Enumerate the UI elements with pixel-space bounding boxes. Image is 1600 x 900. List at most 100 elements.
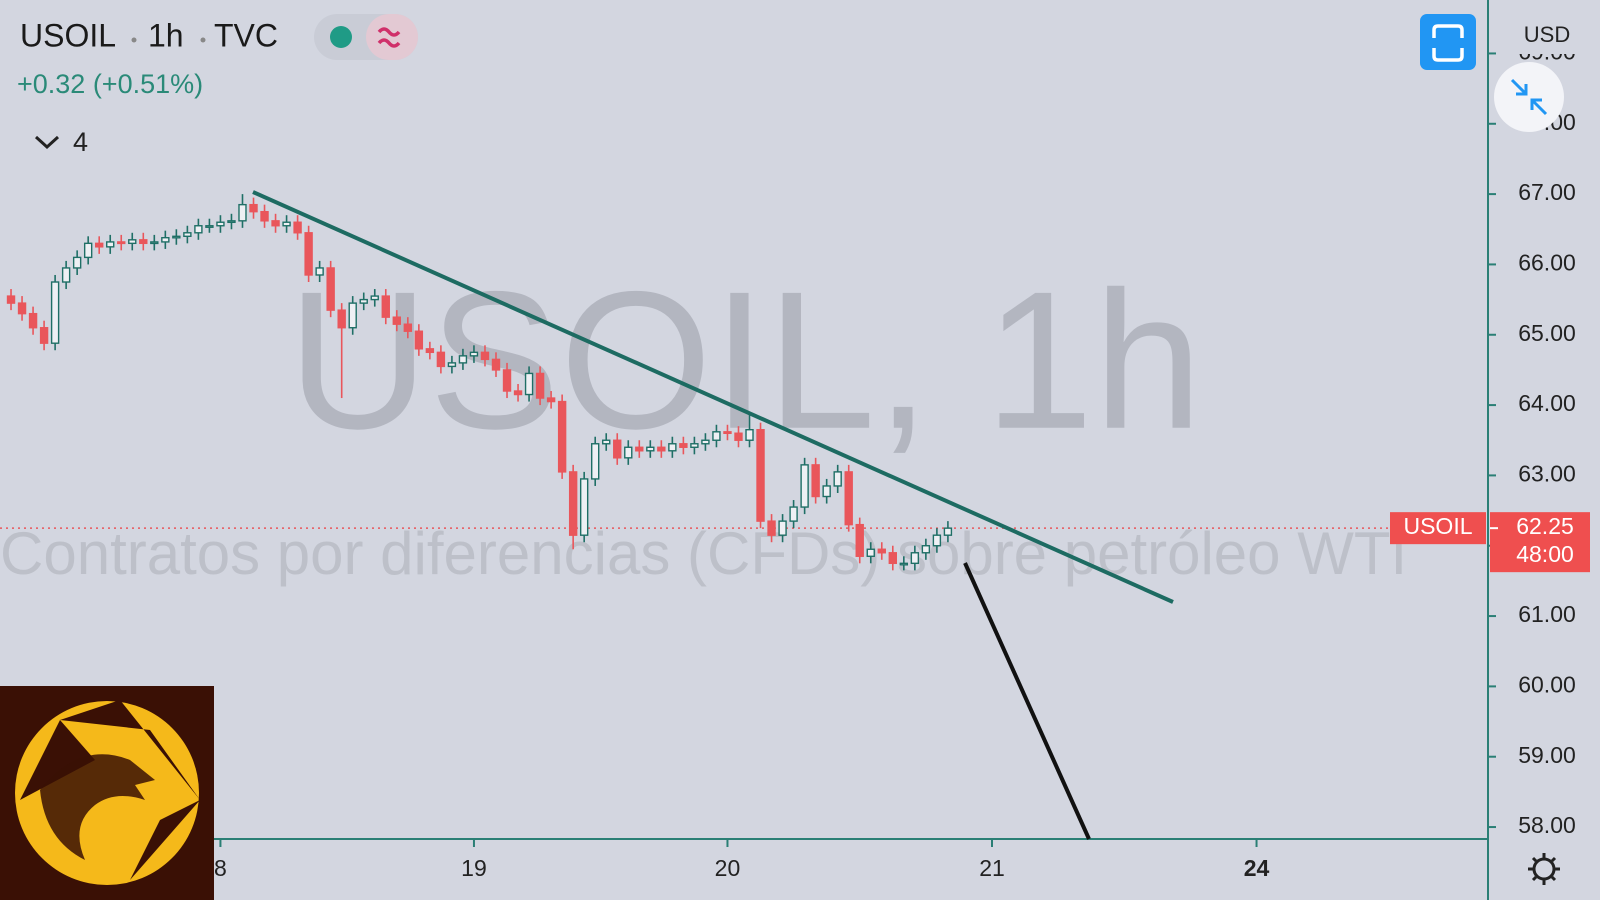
candle-body <box>546 397 556 403</box>
candle-body <box>646 446 655 452</box>
symbol: USOIL <box>20 17 116 53</box>
candle-body <box>271 220 280 227</box>
minimize-button[interactable] <box>1494 62 1564 132</box>
countdown: 48:00 <box>1516 541 1574 567</box>
candle-body <box>106 241 115 248</box>
candle-body <box>899 562 909 566</box>
axes: 8 19 20 21 24 <box>0 527 1488 881</box>
y-tick-label: 58.00 <box>1518 812 1576 838</box>
candle-body <box>535 372 545 399</box>
candle-body <box>83 242 93 259</box>
candle-body <box>403 323 413 332</box>
candle-body <box>249 203 258 213</box>
candle-body <box>778 520 787 536</box>
candle-body <box>910 552 920 565</box>
status-pill-right <box>366 14 418 60</box>
x-tick-label: 20 <box>715 855 741 881</box>
candle-body <box>94 242 104 248</box>
symbol-tag-bg <box>1390 512 1486 545</box>
candle-body <box>491 358 501 371</box>
projection-line <box>963 562 1091 840</box>
candle-body <box>602 439 611 445</box>
candle-body <box>888 552 897 565</box>
logo-cutouts <box>20 700 200 880</box>
y-tick-label: 65.00 <box>1518 320 1576 346</box>
candle-body <box>745 428 754 441</box>
fullscreen-icon <box>1432 24 1464 62</box>
logo-eagle <box>40 754 155 860</box>
candle-body <box>469 351 479 357</box>
candle-body <box>579 478 589 536</box>
candle-body <box>392 316 401 325</box>
candle-body <box>855 523 864 557</box>
delay-icon <box>377 27 401 48</box>
candle-body <box>128 239 137 245</box>
price-change: +0.32 (+0.51%) <box>17 69 203 99</box>
candle-body <box>480 351 490 361</box>
candle-body <box>425 348 435 354</box>
candle-body <box>17 302 27 315</box>
x-tick-label: 8 <box>214 855 227 881</box>
minimize-icon <box>1510 78 1548 116</box>
candle-body <box>359 298 368 304</box>
candle-body <box>668 443 677 452</box>
market-status-dot <box>330 26 352 48</box>
candle-body <box>866 548 875 557</box>
settings-icon-teeth <box>1528 853 1560 885</box>
candle-body <box>690 443 699 448</box>
candle-body <box>381 295 390 318</box>
y-tick-label: 67.00 <box>1518 179 1576 205</box>
last-price: 62.25 <box>1516 513 1574 539</box>
candle-body <box>833 471 842 487</box>
candle-body <box>39 327 49 344</box>
candle-body <box>591 443 600 480</box>
settings-icon[interactable] <box>1532 857 1556 881</box>
candle-body <box>414 330 424 350</box>
candle-body <box>701 439 710 445</box>
candle-body <box>635 446 644 452</box>
candle-body <box>326 267 335 311</box>
candle-body <box>194 225 203 234</box>
price-axis-bg <box>1490 0 1600 900</box>
candle-body <box>712 431 721 441</box>
candle-body <box>161 237 170 243</box>
currency: USD <box>1524 22 1570 47</box>
candle-body <box>50 281 60 344</box>
candle-body <box>756 428 765 522</box>
candle-body <box>524 372 534 396</box>
y-tick-label: 66.00 <box>1518 250 1576 276</box>
watermark: USOIL, 1h <box>287 251 1202 470</box>
trend-line <box>252 190 1174 604</box>
candle-body <box>436 351 446 368</box>
candle-body <box>348 302 357 329</box>
candle-body <box>282 221 291 227</box>
x-tick-label: 21 <box>979 855 1005 881</box>
candle-body <box>315 267 324 276</box>
candle-body <box>568 471 578 536</box>
candle-body <box>183 232 192 237</box>
candle-body <box>458 355 468 364</box>
candle-body <box>28 312 38 329</box>
exchange: TVC <box>214 17 278 53</box>
symbol-tag: USOIL <box>1403 513 1472 539</box>
candle-body <box>447 362 457 368</box>
candle-body <box>789 506 798 522</box>
candle-body <box>624 446 633 459</box>
candle-body <box>72 256 82 269</box>
subtitle: Contratos por diferencias (CFDs) sobre p… <box>0 520 1407 587</box>
chevron[interactable] <box>34 135 60 150</box>
candle-body <box>216 221 225 227</box>
candle-body <box>6 295 16 304</box>
currency-bg <box>1500 16 1596 54</box>
candles <box>6 194 953 571</box>
x-tick-label: 19 <box>461 855 487 881</box>
y-tick-label: 60.00 <box>1518 671 1576 697</box>
candle-body <box>370 295 379 301</box>
candle-body <box>293 221 302 234</box>
watermark-group: USOIL, 1h Contratos por diferencias (CFD… <box>0 251 1407 587</box>
indicator-count[interactable]: 4 <box>73 127 88 157</box>
